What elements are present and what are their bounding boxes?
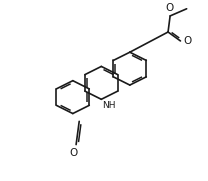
Text: NH: NH — [102, 101, 115, 110]
Text: O: O — [165, 3, 173, 13]
Text: O: O — [183, 36, 192, 46]
Text: O: O — [69, 148, 77, 158]
